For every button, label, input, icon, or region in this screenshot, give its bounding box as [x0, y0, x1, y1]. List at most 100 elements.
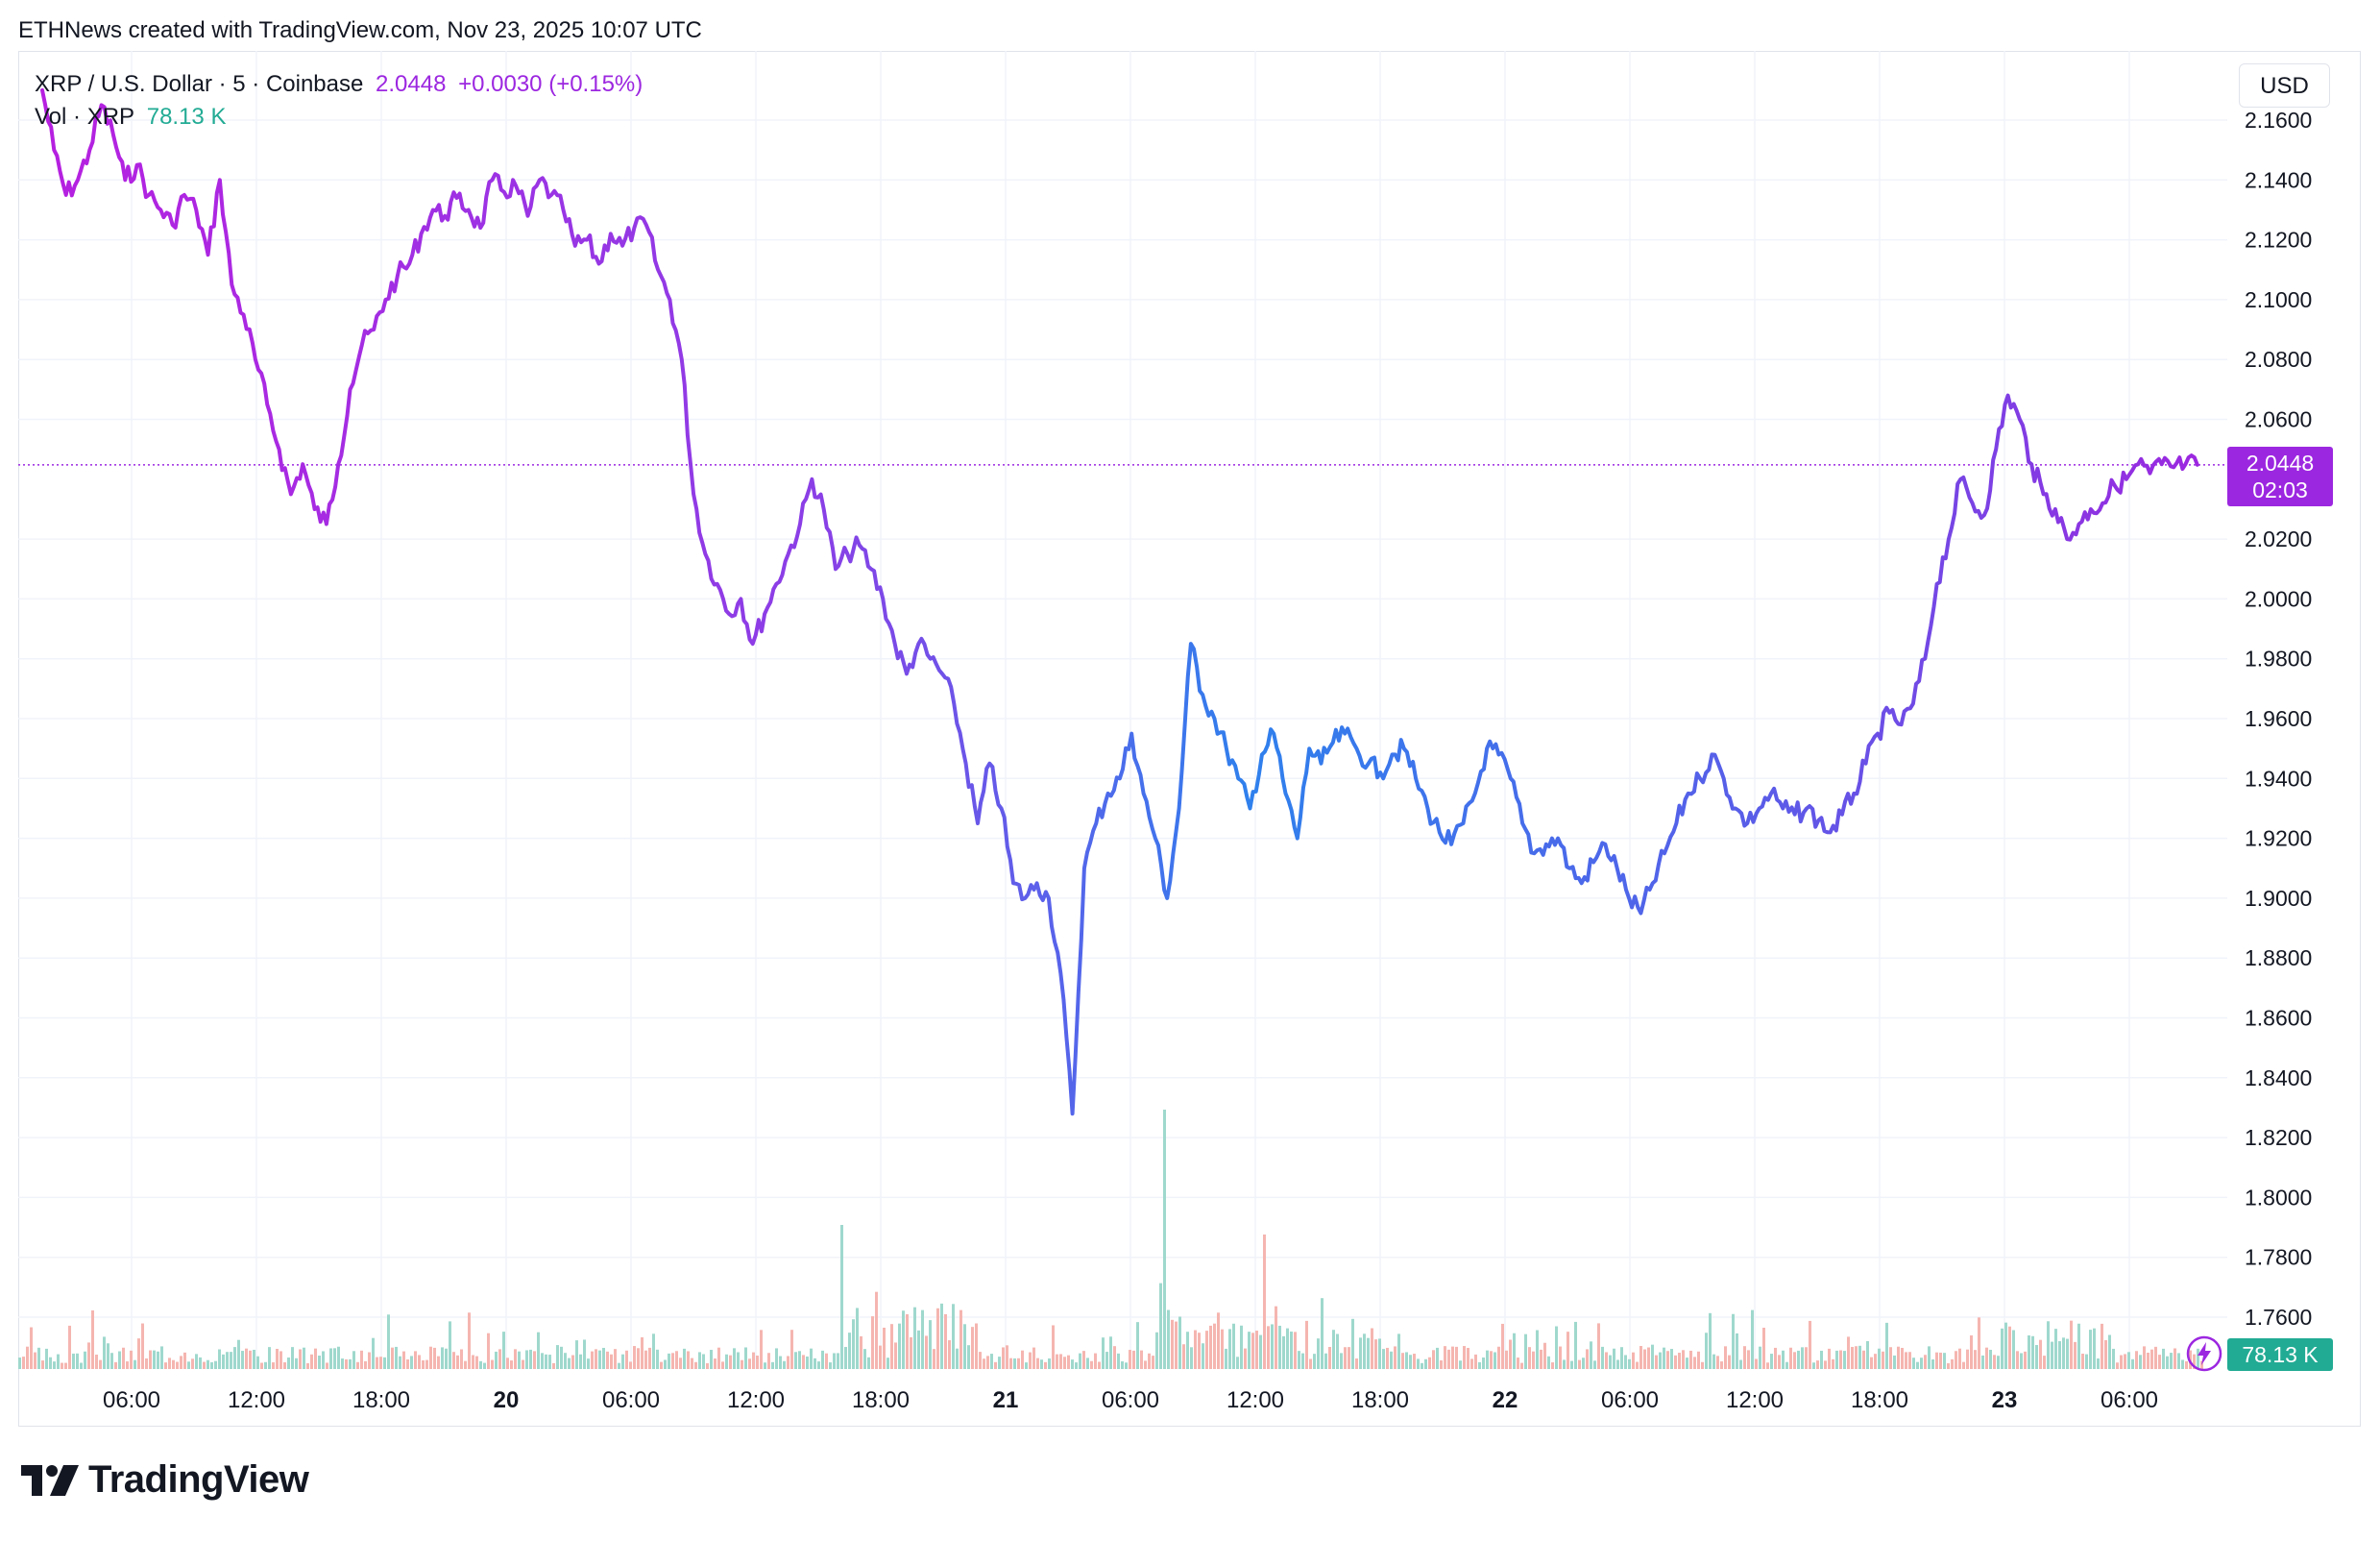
- volume-bar: [1828, 1348, 1831, 1369]
- volume-bar: [153, 1350, 156, 1369]
- volume-bar: [425, 1359, 428, 1369]
- volume-bar: [860, 1335, 862, 1369]
- y-tick-label: 1.8200: [2245, 1125, 2312, 1150]
- volume-bar: [410, 1356, 413, 1369]
- volume-bar: [714, 1358, 716, 1369]
- price-chart[interactable]: 2.1600 2.1400 2.1200 2.1000 2.0800 2.0600 2.02…: [18, 51, 2361, 1427]
- volume-bar: [107, 1343, 109, 1369]
- y-tick-label: 1.9800: [2245, 647, 2312, 672]
- volume-bar: [2097, 1358, 2100, 1369]
- volume-bar: [1255, 1331, 1258, 1369]
- volume-bar: [1524, 1333, 1527, 1369]
- volume-bar: [775, 1348, 778, 1369]
- volume-bar: [2185, 1360, 2188, 1369]
- volume-bar: [1755, 1358, 1758, 1369]
- volume-bar: [1409, 1355, 1412, 1369]
- volume-bar: [1490, 1351, 1493, 1369]
- volume-bar: [276, 1348, 279, 1369]
- volume-bar: [1851, 1346, 1854, 1369]
- volume-bar: [1221, 1329, 1224, 1369]
- volume-bar: [902, 1310, 905, 1369]
- volume-bar: [226, 1352, 229, 1369]
- volume-bar: [629, 1361, 632, 1369]
- volume-bar: [233, 1347, 236, 1369]
- volume-bar: [802, 1355, 805, 1369]
- volume-bar: [967, 1345, 970, 1369]
- volume-bar: [2062, 1337, 2065, 1369]
- volume-histogram: [18, 1110, 2203, 1369]
- x-tick-label: 21: [993, 1387, 1019, 1413]
- volume-bar: [61, 1362, 63, 1369]
- volume-bar: [1044, 1361, 1047, 1369]
- volume-bar: [1217, 1312, 1220, 1369]
- volume-label[interactable]: Vol · XRP: [35, 104, 135, 130]
- volume-bar: [656, 1349, 659, 1369]
- price-change: +0.0030 (+0.15%): [458, 71, 644, 97]
- volume-bar: [122, 1347, 125, 1369]
- volume-bar: [37, 1347, 40, 1369]
- volume-bar: [1386, 1347, 1389, 1369]
- volume-bar: [2093, 1328, 2096, 1369]
- volume-bar: [2200, 1360, 2203, 1369]
- volume-bar: [391, 1347, 394, 1369]
- lightning-icon[interactable]: [2185, 1334, 2223, 1373]
- volume-bar: [1075, 1362, 1078, 1369]
- volume-bar: [1121, 1361, 1124, 1369]
- volume-bar: [625, 1350, 628, 1369]
- volume-bar: [1920, 1358, 1923, 1369]
- volume-bar: [449, 1321, 451, 1369]
- volume-bar: [306, 1362, 309, 1369]
- volume-bar: [1086, 1358, 1089, 1369]
- volume-bar: [1056, 1354, 1058, 1369]
- volume-bar: [913, 1307, 916, 1369]
- volume-bar: [57, 1354, 60, 1369]
- volume-bar: [979, 1352, 982, 1369]
- volume-bar: [2008, 1326, 2011, 1369]
- volume-bar: [925, 1335, 928, 1369]
- volume-bar: [502, 1332, 505, 1369]
- volume-bar: [203, 1361, 206, 1369]
- currency-button[interactable]: USD: [2239, 63, 2330, 108]
- volume-bar: [1321, 1298, 1324, 1369]
- volume-bar: [821, 1350, 824, 1369]
- volume-bar: [180, 1356, 182, 1369]
- y-tick-label: 1.8000: [2245, 1185, 2312, 1210]
- volume-bar: [1912, 1358, 1915, 1369]
- symbol-label[interactable]: XRP / U.S. Dollar · 5 · Coinbase: [35, 71, 364, 97]
- volume-bar: [2035, 1344, 2038, 1369]
- volume-bar: [1359, 1337, 1362, 1369]
- volume-bar: [1348, 1347, 1350, 1369]
- volume-bar: [1820, 1350, 1823, 1369]
- volume-bar: [729, 1355, 732, 1369]
- tradingview-logo[interactable]: TradingView: [21, 1458, 309, 1502]
- volume-bar: [1563, 1359, 1566, 1369]
- volume-bar: [959, 1309, 962, 1369]
- volume-bar: [337, 1346, 340, 1369]
- volume-bar: [1324, 1353, 1327, 1369]
- volume-bar: [2024, 1351, 2027, 1369]
- x-tick-label: 18:00: [1351, 1387, 1409, 1413]
- volume-bar: [1336, 1333, 1339, 1369]
- volume-bar: [1059, 1354, 1062, 1369]
- volume-bar: [260, 1362, 263, 1369]
- volume-bar: [318, 1356, 321, 1369]
- volume-bar: [1171, 1319, 1174, 1369]
- x-tick-label: 18:00: [1851, 1387, 1908, 1413]
- volume-bar: [1835, 1350, 1838, 1369]
- volume-bar: [1885, 1322, 1888, 1369]
- volume-bar: [1129, 1350, 1131, 1369]
- volume-bar: [1421, 1362, 1423, 1369]
- volume-bar: [537, 1332, 540, 1369]
- volume-bar: [1152, 1356, 1154, 1369]
- y-tick-label: 2.1200: [2245, 228, 2312, 253]
- volume-bar: [1401, 1353, 1404, 1369]
- volume-bar: [1294, 1332, 1297, 1369]
- y-tick-label: 2.0600: [2245, 407, 2312, 432]
- volume-bar: [1590, 1341, 1592, 1369]
- volume-bar: [741, 1359, 743, 1369]
- volume-bar: [95, 1355, 98, 1369]
- volume-bar: [971, 1327, 974, 1369]
- volume-bar: [1090, 1360, 1093, 1369]
- volume-bar: [1390, 1351, 1393, 1369]
- volume-bar: [279, 1351, 282, 1369]
